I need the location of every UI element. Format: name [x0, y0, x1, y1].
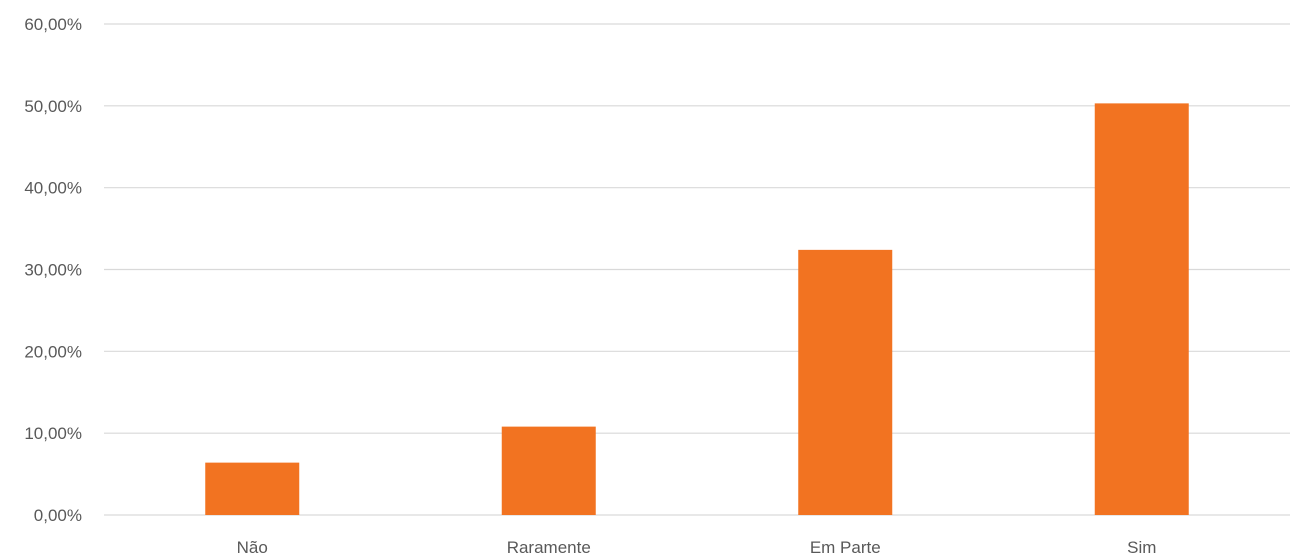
bar-1	[501, 426, 596, 515]
x-category-label: Não	[237, 538, 268, 556]
x-axis-category-labels: Não Raramente Em Parte Sim	[237, 538, 1157, 556]
bar-2	[798, 249, 893, 516]
y-tick-label: 50,00%	[24, 97, 82, 116]
grid-lines	[104, 23, 1290, 516]
y-tick-label: 0,00%	[34, 506, 82, 525]
bar-0	[205, 462, 300, 515]
x-category-label: Em Parte	[810, 538, 881, 556]
y-tick-label: 40,00%	[24, 179, 82, 198]
y-tick-label: 20,00%	[24, 342, 82, 361]
bar-3	[1094, 103, 1189, 516]
y-tick-label: 10,00%	[24, 424, 82, 443]
y-axis-tick-labels: 0,00% 10,00% 20,00% 30,00% 40,00% 50,00% 60,00…	[24, 15, 82, 525]
x-category-label: Raramente	[507, 538, 591, 556]
bars	[205, 103, 1189, 516]
y-tick-label: 60,00%	[24, 15, 82, 34]
y-tick-label: 30,00%	[24, 261, 82, 280]
x-category-label: Sim	[1127, 538, 1156, 556]
